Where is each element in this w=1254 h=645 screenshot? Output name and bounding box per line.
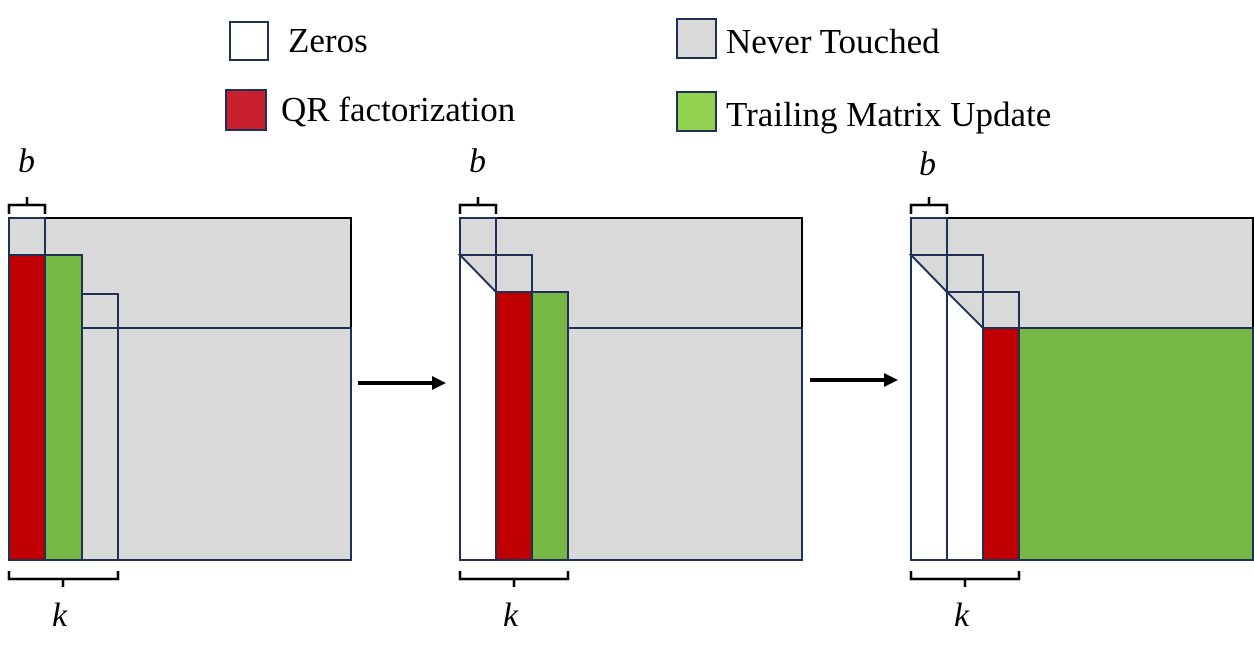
legend: Zeros QR factorization Never Touched Tra… — [225, 18, 1051, 134]
legend-label-trailing: Trailing Matrix Update — [726, 95, 1051, 134]
label-b: b — [18, 143, 35, 180]
zeros-column — [459, 254, 497, 561]
panel-step-1 — [8, 217, 352, 561]
label-k: k — [954, 597, 970, 634]
trailing-region — [81, 327, 352, 561]
label-b: b — [919, 146, 936, 183]
label-b: b — [469, 143, 486, 180]
legend-swatch-zeros — [229, 21, 269, 61]
legend-label-never: Never Touched — [726, 22, 940, 61]
update-panel — [531, 291, 569, 561]
qr-panel — [982, 327, 1020, 561]
legend-label-zeros: Zeros — [288, 21, 368, 60]
qr-panel — [495, 291, 533, 561]
arrow-icon — [810, 373, 898, 387]
diag-block-1 — [8, 217, 46, 256]
legend-label-qr: QR factorization — [281, 90, 515, 129]
panel-step-2 — [457, 217, 803, 561]
legend-swatch-never — [676, 18, 717, 59]
brace-icons — [7, 197, 1021, 587]
panel-step-3 — [908, 217, 1254, 561]
next-column — [81, 293, 119, 561]
legend-swatch-qr — [225, 89, 267, 131]
update-panel — [44, 254, 83, 561]
zeros-column — [946, 291, 984, 561]
label-k: k — [503, 597, 519, 634]
update-panel — [1018, 327, 1254, 561]
arrow-icon — [358, 376, 446, 390]
zeros-column — [910, 254, 948, 561]
qr-panel — [8, 254, 46, 561]
label-k: k — [52, 597, 68, 634]
trailing-region — [567, 327, 803, 561]
legend-swatch-trailing — [676, 91, 717, 132]
